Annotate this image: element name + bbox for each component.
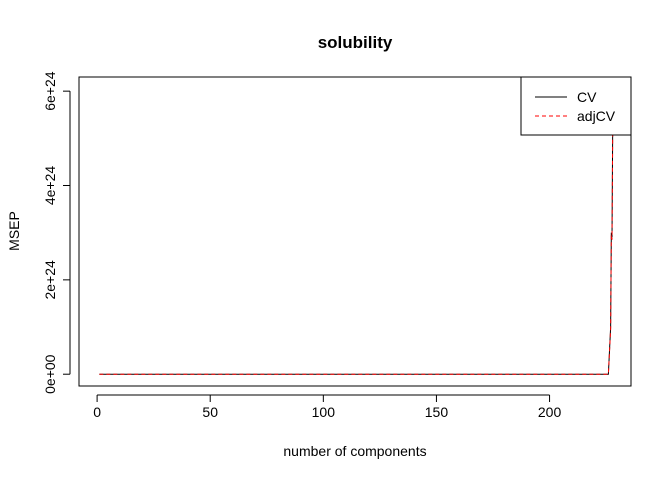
plot-frame xyxy=(78,76,632,387)
legend-box xyxy=(520,76,632,136)
x-axis-label: number of components xyxy=(283,443,426,459)
x-tick-label: 100 xyxy=(312,404,336,420)
series-layer xyxy=(99,95,614,375)
legend-label: CV xyxy=(577,89,597,105)
x-tick-label: 150 xyxy=(425,404,449,420)
x-axis: 0 50 100 150 200 xyxy=(93,394,562,420)
chart-title: solubility xyxy=(318,33,393,52)
y-tick-label: 0e+00 xyxy=(42,354,58,394)
y-tick-label: 2e+24 xyxy=(42,260,58,300)
y-tick-label: 4e+24 xyxy=(42,166,58,206)
x-tick-label: 0 xyxy=(93,404,101,420)
series-line-cv xyxy=(99,95,614,375)
series-line-adjcv xyxy=(99,100,614,375)
x-tick-label: 200 xyxy=(538,404,562,420)
legend-label: adjCV xyxy=(577,108,616,124)
y-axis: 0e+00 2e+24 4e+24 6e+24 xyxy=(42,71,71,394)
y-tick-label: 6e+24 xyxy=(42,71,58,111)
legend: CV adjCV xyxy=(520,76,632,136)
y-axis-label: MSEP xyxy=(6,211,22,251)
x-tick-label: 50 xyxy=(202,404,218,420)
